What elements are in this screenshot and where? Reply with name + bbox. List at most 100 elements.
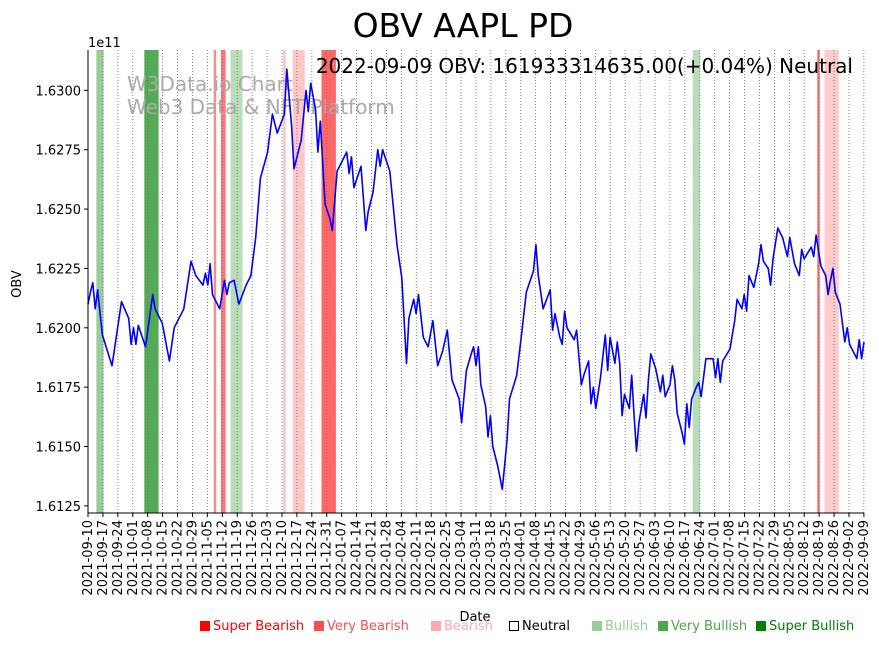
x-tick-label: 2022-05-27 (633, 520, 648, 596)
x-tick-label: 2022-04-01 (514, 520, 529, 596)
x-tick-label: 2022-07-15 (738, 520, 753, 596)
signal-band-very-bearish (213, 50, 217, 513)
x-tick-label: 2022-04-08 (529, 520, 544, 596)
x-axis-label: Date (459, 610, 490, 625)
x-tick-label: 2021-10-08 (141, 520, 156, 596)
legend-swatch (314, 621, 324, 631)
x-tick-label: 2021-09-17 (96, 520, 111, 596)
legend-item: Bearish (431, 619, 493, 634)
x-tick-label: 2021-09-10 (81, 520, 96, 596)
x-tick-label: 2022-02-25 (439, 520, 454, 596)
x-tick-label: 2022-03-25 (499, 520, 514, 596)
x-tick-label: 2021-12-03 (260, 520, 275, 596)
x-tick-label: 2022-02-11 (409, 520, 424, 596)
signal-band-very-bearish (220, 50, 226, 513)
y-multiplier-label: 1e11 (88, 36, 121, 51)
x-tick-label: 2021-10-29 (185, 520, 200, 596)
signal-band-bearish (283, 50, 286, 513)
watermark-line-2: Web3 Data & NFT Platform (127, 95, 395, 119)
legend-swatch (756, 621, 766, 631)
x-tick-label: 2022-01-07 (335, 520, 350, 596)
legend-label: Super Bearish (213, 619, 305, 634)
y-tick-label: 1.6200 (36, 322, 82, 337)
legend-label: Bearish (444, 619, 493, 634)
x-tick-label: 2021-10-01 (126, 520, 141, 596)
watermark-line-1: W3Data.io Chart (127, 72, 293, 96)
x-tick-label: 2021-12-10 (275, 520, 290, 596)
x-tick-label: 2022-04-15 (544, 520, 559, 596)
x-tick-label: 2021-10-22 (171, 520, 186, 596)
y-tick-label: 1.6250 (36, 203, 82, 218)
x-tick-label: 2022-09-02 (842, 520, 857, 596)
x-tick-label: 2022-06-17 (678, 520, 693, 596)
y-tick-label: 1.6150 (36, 441, 82, 456)
signal-legend: Super Bearish Very Bearish Bearish Neutral B… (0, 619, 879, 639)
chart-title: OBV AAPL PD (353, 6, 574, 45)
obv-line (87, 68, 865, 491)
legend-swatch (658, 621, 668, 631)
legend-swatch (509, 621, 519, 631)
x-tick-label: 2022-07-08 (723, 520, 738, 596)
legend-item: Neutral (509, 619, 570, 634)
x-tick-label: 2021-12-24 (305, 520, 320, 596)
x-tick-label: 2021-11-19 (230, 520, 245, 596)
x-tick-label: 2021-11-05 (200, 520, 215, 596)
x-tick-label: 2021-10-15 (156, 520, 171, 596)
latest-value-annotation: 2022-09-09 OBV: 161933314635.00(+0.04%) … (316, 54, 853, 78)
x-tick-label: 2021-11-26 (245, 520, 260, 596)
signal-bands (96, 50, 839, 513)
x-tick-label: 2022-01-21 (365, 520, 380, 596)
legend-swatch (431, 621, 441, 631)
legend-item: Very Bullish (658, 619, 747, 634)
legend-swatch (200, 621, 210, 631)
signal-band-bullish (230, 50, 243, 513)
legend-label: Very Bearish (327, 619, 409, 634)
x-tick-label: 2022-01-14 (350, 520, 365, 596)
x-tick-label: 2021-12-31 (320, 520, 335, 596)
signal-band-bearish (824, 50, 839, 513)
y-tick-label: 1.6300 (36, 84, 82, 99)
x-tick-label: 2022-03-11 (469, 520, 484, 596)
x-tick-label: 2022-01-28 (379, 520, 394, 596)
y-axis-label: OBV (10, 270, 25, 298)
x-tick-label: 2022-07-01 (708, 520, 723, 596)
x-tick-label: 2021-12-17 (290, 520, 305, 596)
x-tick-label: 2021-09-24 (111, 520, 126, 596)
signal-band-bullish (692, 50, 700, 513)
x-tick-label: 2022-04-22 (558, 520, 573, 596)
y-tick-label: 1.6175 (36, 381, 82, 396)
vertical-grid (87, 50, 865, 513)
x-tick-label: 2022-08-19 (812, 520, 827, 596)
x-tick-label: 2022-02-04 (394, 520, 409, 596)
x-tick-label: 2022-07-29 (767, 520, 782, 596)
legend-swatch (592, 621, 602, 631)
signal-band-bearish (292, 50, 305, 513)
x-tick-label: 2022-06-03 (648, 520, 663, 596)
x-tick-label: 2022-03-18 (484, 520, 499, 596)
x-tick-label: 2022-06-24 (693, 520, 708, 596)
legend-label: Neutral (522, 619, 570, 634)
signal-band-very-bullish (144, 50, 159, 513)
legend-item: Bullish (592, 619, 648, 634)
x-tick-label: 2022-07-22 (752, 520, 767, 596)
x-tick-label: 2022-08-05 (782, 520, 797, 596)
legend-label: Bullish (605, 619, 649, 634)
x-tick-label: 2022-09-09 (857, 520, 872, 596)
x-tick-label: 2022-04-29 (573, 520, 588, 596)
legend-item: Super Bearish (200, 619, 304, 634)
x-tick-label: 2022-06-10 (663, 520, 678, 596)
obv-series (87, 68, 865, 491)
y-tick-label: 1.6225 (36, 262, 82, 277)
legend-item: Super Bullish (756, 619, 854, 634)
x-tick-label: 2022-05-20 (618, 520, 633, 596)
x-tick-label: 2022-05-06 (588, 520, 603, 596)
x-tick-label: 2022-08-12 (797, 520, 812, 596)
signal-band-bullish (96, 50, 104, 513)
signal-band-very-bearish (817, 50, 820, 513)
x-tick-label: 2022-02-18 (424, 520, 439, 596)
x-tick-label: 2022-03-04 (454, 520, 469, 596)
y-tick-label: 1.6125 (36, 500, 82, 515)
legend-label: Super Bullish (769, 619, 855, 634)
axes: 2021-09-10 2021-09-17 2021-09-24 2021-10-01… (36, 50, 872, 596)
